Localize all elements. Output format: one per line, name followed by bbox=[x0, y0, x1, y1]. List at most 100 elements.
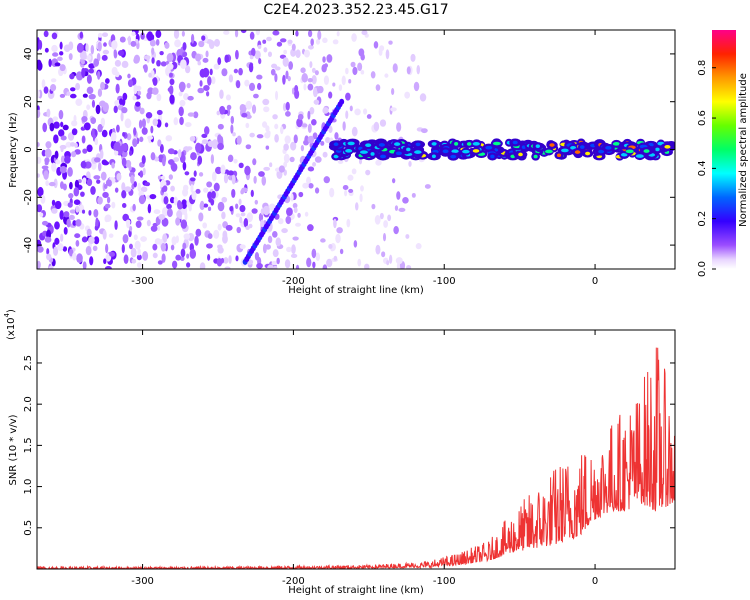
noise-cell bbox=[178, 106, 184, 117]
noise-cell bbox=[352, 66, 358, 76]
noise-cell bbox=[253, 93, 259, 99]
noise-cell bbox=[103, 42, 107, 47]
noise-cell bbox=[358, 48, 365, 57]
noise-cell bbox=[44, 161, 49, 166]
noise-cell bbox=[280, 38, 287, 43]
noise-cell bbox=[131, 258, 137, 264]
noise-cell bbox=[387, 214, 392, 222]
noise-cell bbox=[105, 179, 112, 187]
carrier-cell bbox=[347, 141, 355, 146]
noise-cell bbox=[402, 197, 409, 204]
noise-cell bbox=[214, 38, 220, 47]
noise-cell bbox=[219, 89, 224, 99]
noise-cell bbox=[386, 260, 390, 266]
noise-cell bbox=[50, 84, 57, 92]
noise-cell bbox=[170, 162, 178, 172]
noise-cell bbox=[307, 77, 313, 83]
noise-cell bbox=[127, 73, 131, 79]
noise-cell bbox=[48, 58, 52, 68]
snr-panel: -300 -200 -100 0 0.5 1.0 1.5 2.0 2.5 Height of … bbox=[3, 309, 676, 596]
noise-cell bbox=[370, 71, 376, 79]
noise-cell bbox=[322, 151, 328, 158]
noise-cell bbox=[121, 106, 128, 114]
noise-cell bbox=[297, 113, 304, 120]
noise-cell bbox=[296, 118, 303, 128]
noise-cell bbox=[160, 242, 167, 252]
spectrogram-y-label: Frequency (Hz) bbox=[8, 112, 19, 188]
noise-cell bbox=[73, 199, 81, 206]
noise-cell bbox=[274, 123, 279, 130]
noise-cell bbox=[285, 101, 290, 111]
noise-cell bbox=[182, 188, 189, 197]
noise-cell bbox=[272, 230, 278, 238]
noise-cell bbox=[228, 74, 234, 83]
noise-cell bbox=[262, 205, 270, 216]
noise-cell bbox=[54, 200, 62, 210]
noise-cell bbox=[69, 142, 76, 147]
noise-cell bbox=[114, 59, 122, 67]
noise-cell bbox=[79, 50, 87, 61]
colorbar-tick-label: 0.6 bbox=[697, 110, 708, 126]
noise-cell bbox=[204, 126, 210, 135]
noise-cell bbox=[103, 184, 108, 189]
noise-cell bbox=[50, 78, 57, 83]
noise-cell bbox=[197, 60, 202, 66]
noise-cell bbox=[101, 54, 108, 61]
carrier-cell bbox=[462, 149, 470, 154]
noise-cell bbox=[215, 166, 222, 175]
noise-cell bbox=[345, 67, 349, 75]
noise-cell bbox=[69, 93, 77, 99]
noise-cell bbox=[290, 141, 297, 151]
noise-cell bbox=[303, 83, 307, 91]
noise-cell bbox=[303, 49, 311, 58]
noise-cell bbox=[140, 32, 145, 40]
noise-cell bbox=[96, 179, 101, 184]
noise-cell bbox=[67, 167, 73, 177]
noise-cell bbox=[102, 191, 109, 199]
y-tick-label: 20 bbox=[23, 95, 34, 108]
noise-cell bbox=[398, 207, 406, 213]
noise-cell bbox=[139, 107, 145, 115]
noise-cell bbox=[40, 194, 46, 204]
noise-cell bbox=[124, 118, 132, 129]
noise-cell bbox=[263, 47, 268, 53]
noise-cell bbox=[173, 30, 180, 39]
noise-cell bbox=[70, 87, 76, 92]
noise-cell bbox=[273, 265, 278, 269]
noise-cell bbox=[105, 78, 110, 84]
noise-cell bbox=[364, 263, 370, 269]
carrier-cell bbox=[431, 154, 436, 159]
noise-cell bbox=[282, 102, 287, 112]
carrier-cell bbox=[598, 149, 605, 154]
noise-cell bbox=[168, 85, 174, 95]
noise-cell bbox=[75, 219, 82, 227]
noise-cell bbox=[220, 164, 226, 175]
noise-cell bbox=[178, 81, 186, 92]
noise-cell bbox=[413, 81, 420, 92]
noise-cell bbox=[151, 57, 155, 64]
noise-cell bbox=[69, 181, 73, 190]
noise-cell bbox=[348, 188, 354, 193]
noise-cell bbox=[97, 162, 102, 172]
noise-cell bbox=[392, 63, 398, 73]
colorbar-label: Normalized spectral amplitude bbox=[738, 73, 749, 227]
carrier-cell bbox=[635, 154, 644, 158]
noise-cell bbox=[38, 39, 43, 50]
noise-cell bbox=[125, 219, 131, 225]
noise-cell bbox=[393, 226, 399, 235]
noise-cell bbox=[100, 81, 105, 91]
noise-cell bbox=[336, 31, 340, 37]
noise-cell bbox=[135, 101, 141, 107]
noise-cell bbox=[348, 78, 352, 84]
spectrogram-x-ticks: -300 -200 -100 0 bbox=[131, 30, 598, 287]
noise-cell bbox=[289, 156, 295, 163]
noise-cell bbox=[277, 218, 284, 225]
noise-cell bbox=[285, 70, 289, 80]
noise-cell bbox=[139, 170, 144, 178]
noise-cell bbox=[227, 170, 234, 176]
carrier-cell bbox=[415, 142, 421, 147]
noise-cell bbox=[373, 41, 379, 49]
noise-cell bbox=[97, 70, 101, 80]
noise-cell bbox=[93, 157, 101, 163]
noise-cell bbox=[137, 248, 141, 256]
